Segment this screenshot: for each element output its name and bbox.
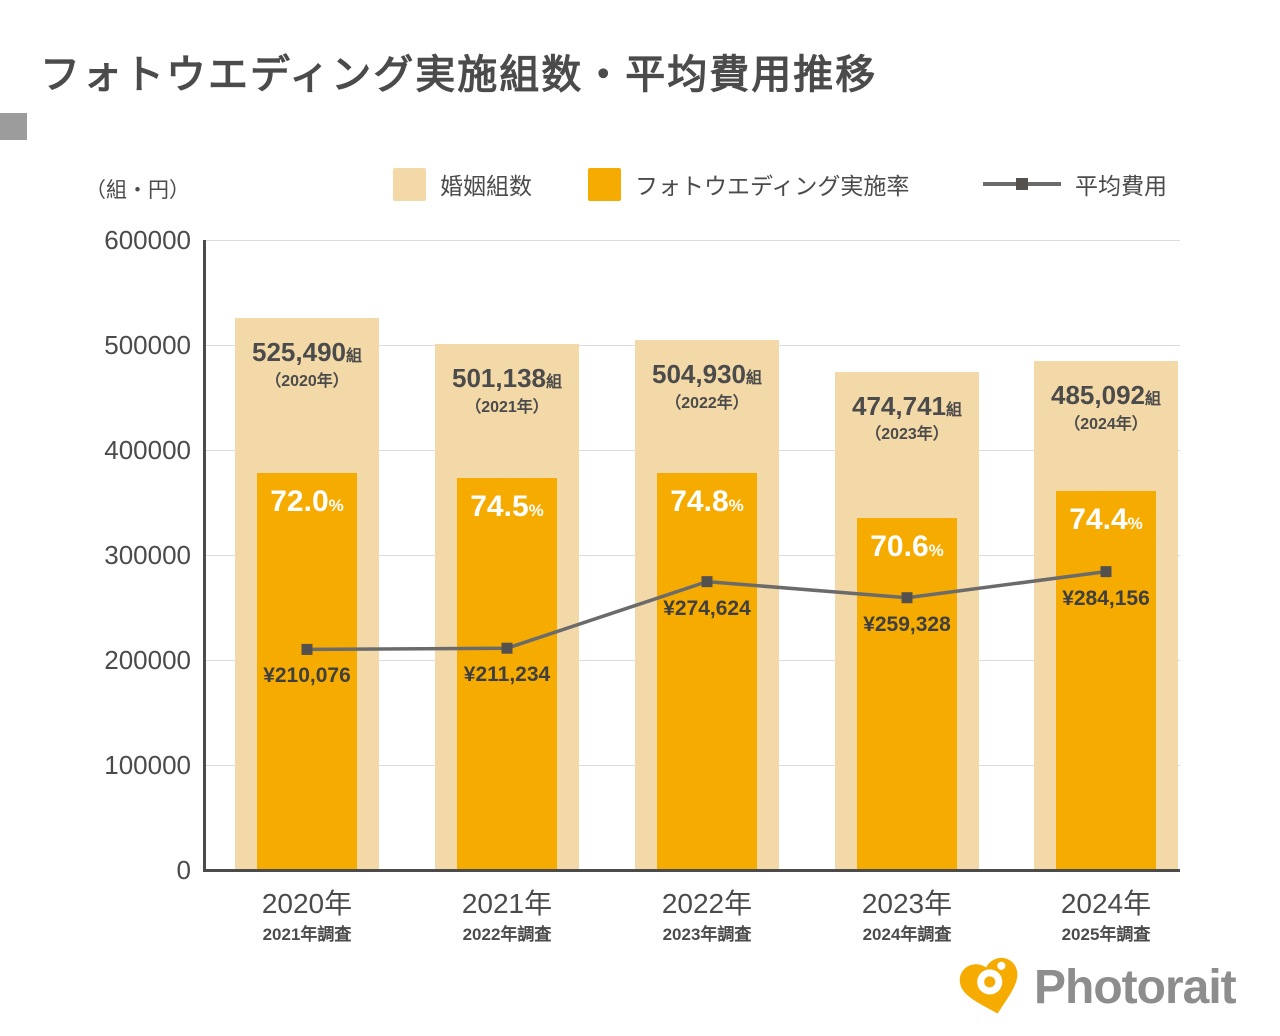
heart-camera-icon <box>959 957 1018 1014</box>
y-axis-tick-label: 300000 <box>104 540 191 570</box>
rate-label: 74.5% <box>470 489 544 523</box>
average-cost-label: ¥274,624 <box>663 596 751 620</box>
y-axis-tick-label: 500000 <box>104 330 191 360</box>
average-cost-label: ¥211,234 <box>463 663 551 687</box>
marriage-count-label: 474,741組 （2023年） <box>852 390 962 444</box>
axis-unit-label: （組・円） <box>85 179 190 202</box>
average-cost-label: ¥259,328 <box>863 612 951 636</box>
legend-item-cost: 平均費用 <box>983 167 1167 201</box>
marriage-count-swatch-icon <box>393 167 426 201</box>
x-axis-year-label: 2020年 <box>261 888 353 919</box>
x-axis-survey-label: 2025年調査 <box>1061 925 1151 944</box>
rate-label: 72.0% <box>270 484 344 518</box>
x-axis-survey-label: 2021年調査 <box>262 925 352 944</box>
x-axis-survey-label: 2024年調査 <box>862 925 952 944</box>
rate-swatch-icon <box>588 167 621 201</box>
marriage-count-label: 501,138組 （2021年） <box>452 362 562 416</box>
photorait-logo: Photorait <box>956 952 1237 1022</box>
cost-line-swatch-icon <box>983 167 1061 201</box>
y-axis-tick-label: 600000 <box>104 225 191 255</box>
y-axis-line <box>203 240 206 870</box>
legend-label-cost: 平均費用 <box>1075 173 1167 199</box>
x-axis-year-label: 2021年 <box>461 888 553 919</box>
rate-label: 74.4% <box>1069 503 1143 537</box>
decorative-tab <box>0 113 27 140</box>
rate-label: 74.8% <box>670 485 744 519</box>
legend-label-rate: フォトウエディング実施率 <box>635 173 910 199</box>
x-axis-line <box>203 869 1180 872</box>
rate-bar <box>257 472 357 870</box>
marriage-count-label: 504,930組 （2022年） <box>652 358 762 412</box>
marriage-count-label: 525,490組 （2020年） <box>252 337 362 391</box>
x-axis-survey-label: 2023年調査 <box>662 925 752 944</box>
marriage-count-label: 485,092組 （2024年） <box>1051 379 1161 433</box>
y-axis-tick-label: 0 <box>176 855 191 885</box>
rate-bar <box>857 518 957 870</box>
legend-item-marriages: 婚姻組数 <box>393 167 532 201</box>
rate-label: 70.6% <box>870 530 944 564</box>
page-title: フォトウエディング実施組数・平均費用推移 <box>40 53 878 97</box>
gridline <box>205 239 1180 241</box>
x-axis-year-label: 2022年 <box>661 888 753 919</box>
rate-bar <box>1056 491 1156 870</box>
legend-item-rate: フォトウエディング実施率 <box>588 167 909 201</box>
rate-bar <box>457 477 557 870</box>
y-axis-tick-label: 200000 <box>104 645 191 675</box>
x-axis-year-label: 2024年 <box>1060 888 1152 919</box>
rate-bar <box>657 473 757 870</box>
logo-text: Photorait <box>1034 960 1237 1014</box>
x-axis-year-label: 2023年 <box>861 888 953 919</box>
x-axis-survey-label: 2022年調査 <box>462 925 552 944</box>
average-cost-label: ¥210,076 <box>263 664 351 688</box>
y-axis-tick-label: 400000 <box>104 435 191 465</box>
y-axis-tick-label: 100000 <box>104 750 191 780</box>
legend-label-marriages: 婚姻組数 <box>440 173 532 199</box>
average-cost-label: ¥284,156 <box>1062 586 1150 610</box>
